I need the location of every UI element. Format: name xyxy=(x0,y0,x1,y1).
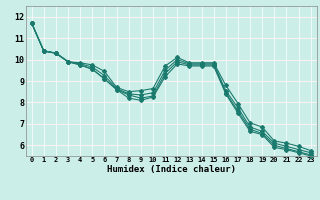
X-axis label: Humidex (Indice chaleur): Humidex (Indice chaleur) xyxy=(107,165,236,174)
